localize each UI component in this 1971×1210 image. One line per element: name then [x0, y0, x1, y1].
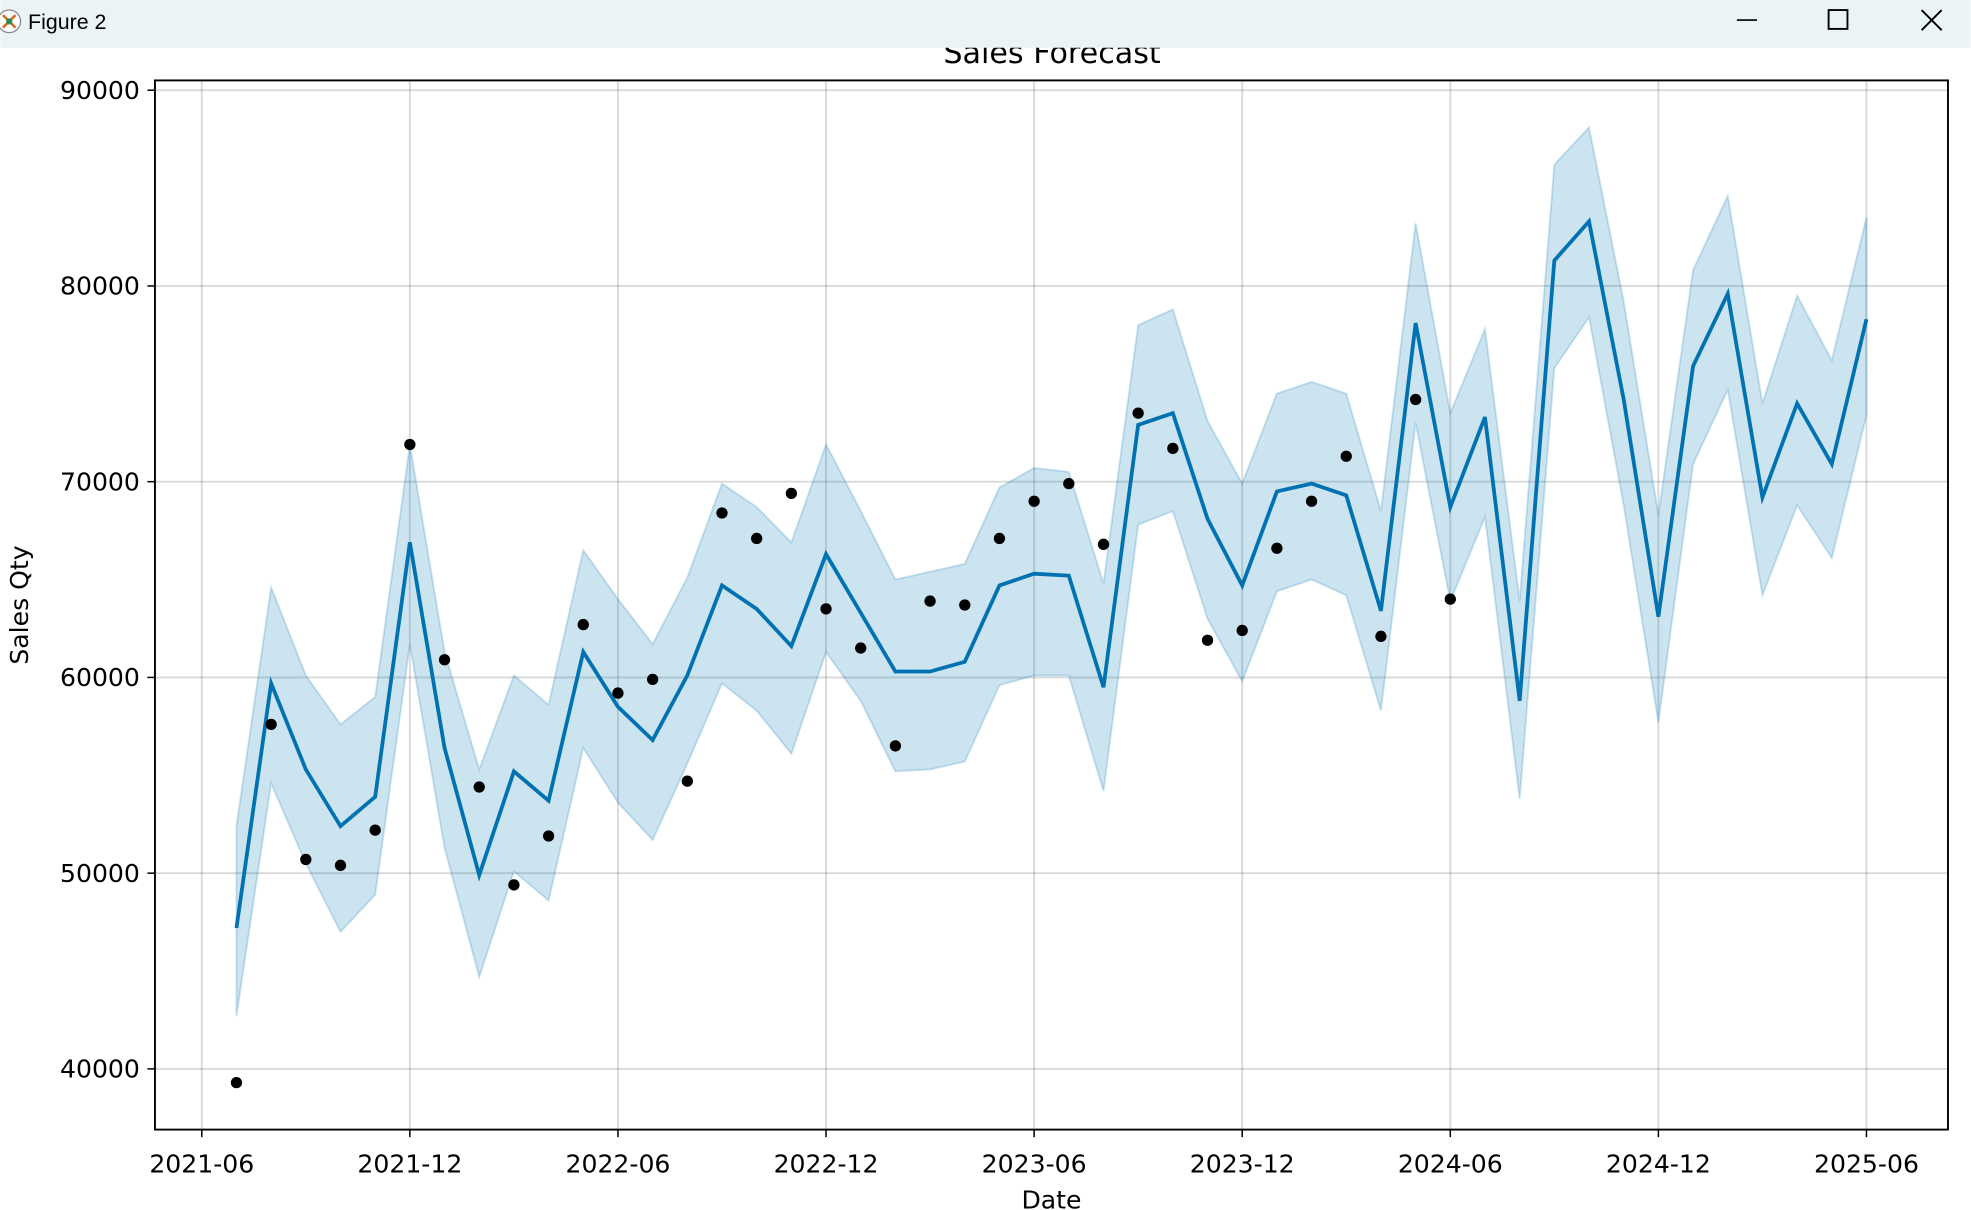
- x-tick-label: 2024-06: [1398, 1149, 1503, 1178]
- forecast-line: [234, 217, 1869, 929]
- minimize-button[interactable]: [1716, 0, 1779, 43]
- actual-point: [542, 830, 555, 842]
- actual-point: [473, 781, 485, 793]
- x-tick-label: 2024-12: [1606, 1149, 1711, 1178]
- y-tick-label: 80000: [60, 272, 140, 301]
- actual-point: [369, 824, 381, 836]
- y-axis-label: Sales Qty: [5, 545, 34, 664]
- actual-point: [646, 673, 659, 686]
- actual-point: [1097, 538, 1110, 550]
- x-tick-label: 2023-06: [982, 1149, 1087, 1178]
- actual-point: [300, 853, 312, 866]
- actual-point: [1375, 630, 1387, 642]
- actual-point: [508, 879, 520, 891]
- actual-point: [924, 595, 936, 607]
- close-button[interactable]: [1900, 0, 1970, 43]
- axes-frame: [154, 79, 1949, 1131]
- actual-point: [230, 1076, 243, 1089]
- actual-point: [681, 775, 693, 787]
- x-axis-label: Date: [1021, 1186, 1081, 1210]
- actual-point: [1167, 442, 1179, 455]
- maximize-button[interactable]: [1806, 0, 1869, 43]
- y-tick-label: 40000: [60, 1055, 140, 1084]
- actual-point: [265, 718, 277, 731]
- actual-point: [820, 603, 832, 615]
- actual-point: [1409, 393, 1422, 406]
- actual-point: [1028, 495, 1040, 507]
- x-tick-label: 2025-06: [1814, 1149, 1919, 1178]
- actual-point: [855, 642, 867, 654]
- title-bar: [0, 0, 1971, 48]
- x-tick-label: 2022-12: [774, 1149, 879, 1178]
- y-tick-label: 90000: [60, 76, 140, 105]
- actual-point: [577, 618, 589, 631]
- actual-point: [404, 438, 416, 451]
- actual-point: [1063, 477, 1075, 490]
- actual-point: [1132, 407, 1144, 419]
- x-tick-label: 2021-12: [357, 1149, 462, 1178]
- actual-point: [612, 687, 624, 699]
- actual-point: [438, 654, 451, 666]
- actual-point: [334, 859, 347, 871]
- x-tick-label: 2021-06: [149, 1149, 254, 1178]
- x-tick-label: 2022-06: [565, 1149, 670, 1178]
- app-icon: [0, 9, 22, 34]
- plot-area: [154, 80, 1948, 1130]
- y-tick-label: 60000: [60, 663, 140, 692]
- actual-point: [993, 532, 1006, 545]
- y-tick-label: 70000: [60, 467, 140, 496]
- uncertainty-band: [235, 125, 1868, 1017]
- actual-point: [889, 740, 902, 752]
- actual-point: [751, 532, 763, 545]
- plot: 40000 50000 60000 70000 80000 90000 2021-06 202…: [5, 76, 1949, 1210]
- actual-point: [1340, 450, 1352, 462]
- y-tick-label: 50000: [60, 859, 140, 888]
- actual-point: [1305, 495, 1318, 507]
- actual-point: [716, 507, 728, 519]
- actual-point: [1271, 542, 1283, 554]
- actual-point: [785, 487, 798, 500]
- x-tick-label: 2023-12: [1190, 1149, 1295, 1178]
- actual-point: [1236, 624, 1248, 637]
- actual-point: [1201, 634, 1214, 646]
- actual-point: [1444, 593, 1456, 605]
- actual-point: [959, 599, 971, 611]
- window-title: Figure 2: [28, 10, 106, 34]
